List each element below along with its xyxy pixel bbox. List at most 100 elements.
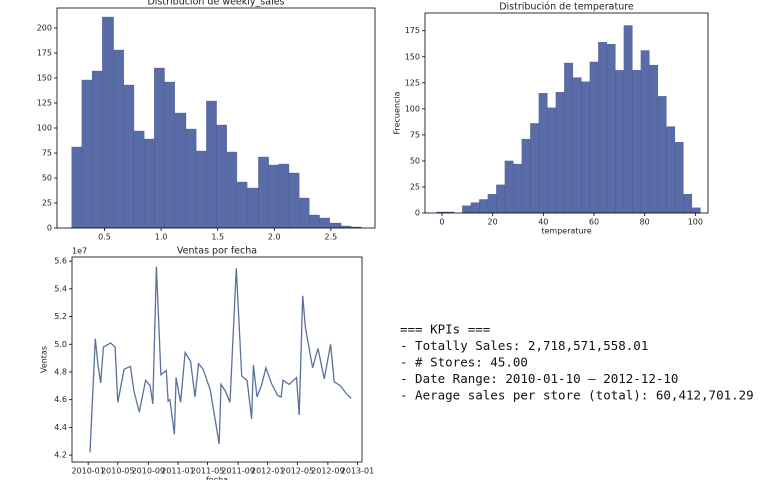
- chart-title: Distribución de temperature: [499, 2, 634, 13]
- bar: [462, 205, 472, 214]
- bar: [113, 49, 124, 229]
- bar: [487, 194, 497, 214]
- y-tick-label: 150: [37, 74, 52, 83]
- kpi-line: === KPIs ===: [400, 322, 490, 337]
- bar: [581, 81, 591, 214]
- bar: [623, 25, 633, 214]
- y-tick-label: 5.6: [54, 257, 67, 266]
- x-tick-label: 2011-05: [191, 467, 224, 476]
- plot-frame: [71, 256, 363, 463]
- chart-title: Distribución de weekly_sales: [147, 0, 284, 8]
- bar: [258, 156, 269, 229]
- bar: [530, 123, 540, 214]
- bar: [226, 151, 238, 229]
- kpi-line: - # Stores: 45.00: [400, 355, 528, 370]
- y-tick-label: 4.2: [54, 451, 67, 460]
- bar: [589, 61, 599, 214]
- chart-title: Ventas por fecha: [177, 246, 257, 257]
- x-tick-label: 2011-09: [221, 467, 254, 476]
- plot-frame: [424, 12, 709, 214]
- y-tick-label: 150: [405, 52, 420, 61]
- bar: [236, 181, 248, 229]
- y-tick-label: 75: [410, 130, 420, 139]
- x-tick-label: 1.0: [155, 233, 168, 242]
- bar: [329, 222, 342, 229]
- axis-offset: 1e7: [72, 247, 87, 256]
- bar: [674, 142, 684, 214]
- bar: [123, 84, 135, 229]
- bar: [206, 100, 217, 229]
- bar: [615, 70, 625, 214]
- bar: [71, 146, 83, 229]
- y-tick-label: 200: [37, 24, 52, 33]
- bar: [632, 70, 642, 214]
- y-tick-label: 175: [405, 26, 420, 35]
- bar: [513, 163, 523, 214]
- bar: [657, 96, 667, 214]
- x-axis-label: temperature: [541, 227, 591, 236]
- y-tick-label: 4.8: [54, 367, 67, 376]
- bar: [666, 126, 676, 214]
- bar: [154, 67, 165, 229]
- line-series: [89, 266, 352, 453]
- bar: [268, 164, 279, 229]
- bar: [606, 44, 616, 214]
- y-tick-label: 100: [37, 124, 52, 133]
- bar: [309, 214, 320, 229]
- bar: [216, 124, 227, 229]
- bar: [91, 70, 103, 229]
- y-tick-label: 0: [415, 209, 420, 218]
- y-tick-label: 50: [42, 174, 52, 183]
- bar: [81, 79, 93, 229]
- kpi-line: - Date Range: 2010-01-10 — 2012-12-10: [400, 371, 678, 386]
- bar: [319, 217, 330, 229]
- bar: [479, 199, 489, 214]
- x-tick-label: 2012-05: [281, 467, 314, 476]
- y-tick-label: 5.2: [54, 312, 67, 321]
- bar: [278, 163, 290, 229]
- x-tick-label: 40: [538, 218, 548, 227]
- bar: [299, 197, 310, 229]
- bar: [496, 184, 506, 214]
- bar: [640, 50, 650, 214]
- bar: [246, 187, 259, 229]
- y-tick-label: 5.0: [54, 340, 67, 349]
- x-tick-label: 2010-01: [71, 467, 104, 476]
- y-axis-label: Frecuencia: [393, 91, 402, 134]
- y-tick-label: 0: [47, 224, 52, 233]
- x-tick-label: 60: [589, 218, 599, 227]
- bar: [470, 202, 480, 214]
- y-axis-label: Ventas: [40, 346, 49, 373]
- plot-frame: [56, 7, 376, 229]
- bar: [547, 107, 557, 214]
- y-tick-label: 175: [37, 49, 52, 58]
- x-tick-label: 2010-05: [101, 467, 134, 476]
- bar: [649, 64, 659, 214]
- x-tick-label: 2.5: [324, 233, 337, 242]
- kpi-line: - Totally Sales: 2,718,571,558.01: [400, 338, 648, 353]
- x-tick-label: 20: [488, 218, 498, 227]
- bar: [598, 42, 608, 214]
- y-tick-label: 5.4: [54, 284, 67, 293]
- x-tick-label: 2012-01: [251, 467, 284, 476]
- y-tick-label: 25: [410, 182, 420, 191]
- bar: [538, 93, 548, 214]
- y-tick-label: 25: [42, 199, 52, 208]
- bar: [691, 207, 701, 214]
- bar: [288, 172, 300, 229]
- bar: [504, 160, 514, 214]
- x-tick-label: 0: [439, 218, 444, 227]
- x-tick-label: 2.0: [268, 233, 281, 242]
- bar: [683, 194, 693, 214]
- bar: [174, 112, 187, 229]
- x-tick-label: 80: [640, 218, 650, 227]
- x-tick-label: 2010-09: [132, 467, 165, 476]
- y-tick-label: 125: [37, 99, 52, 108]
- bar: [196, 150, 207, 229]
- x-tick-label: 0.5: [98, 233, 111, 242]
- x-tick-label: 1.5: [211, 233, 224, 242]
- bar: [564, 62, 574, 214]
- bar: [521, 138, 531, 214]
- x-tick-label: 2011-01: [161, 467, 194, 476]
